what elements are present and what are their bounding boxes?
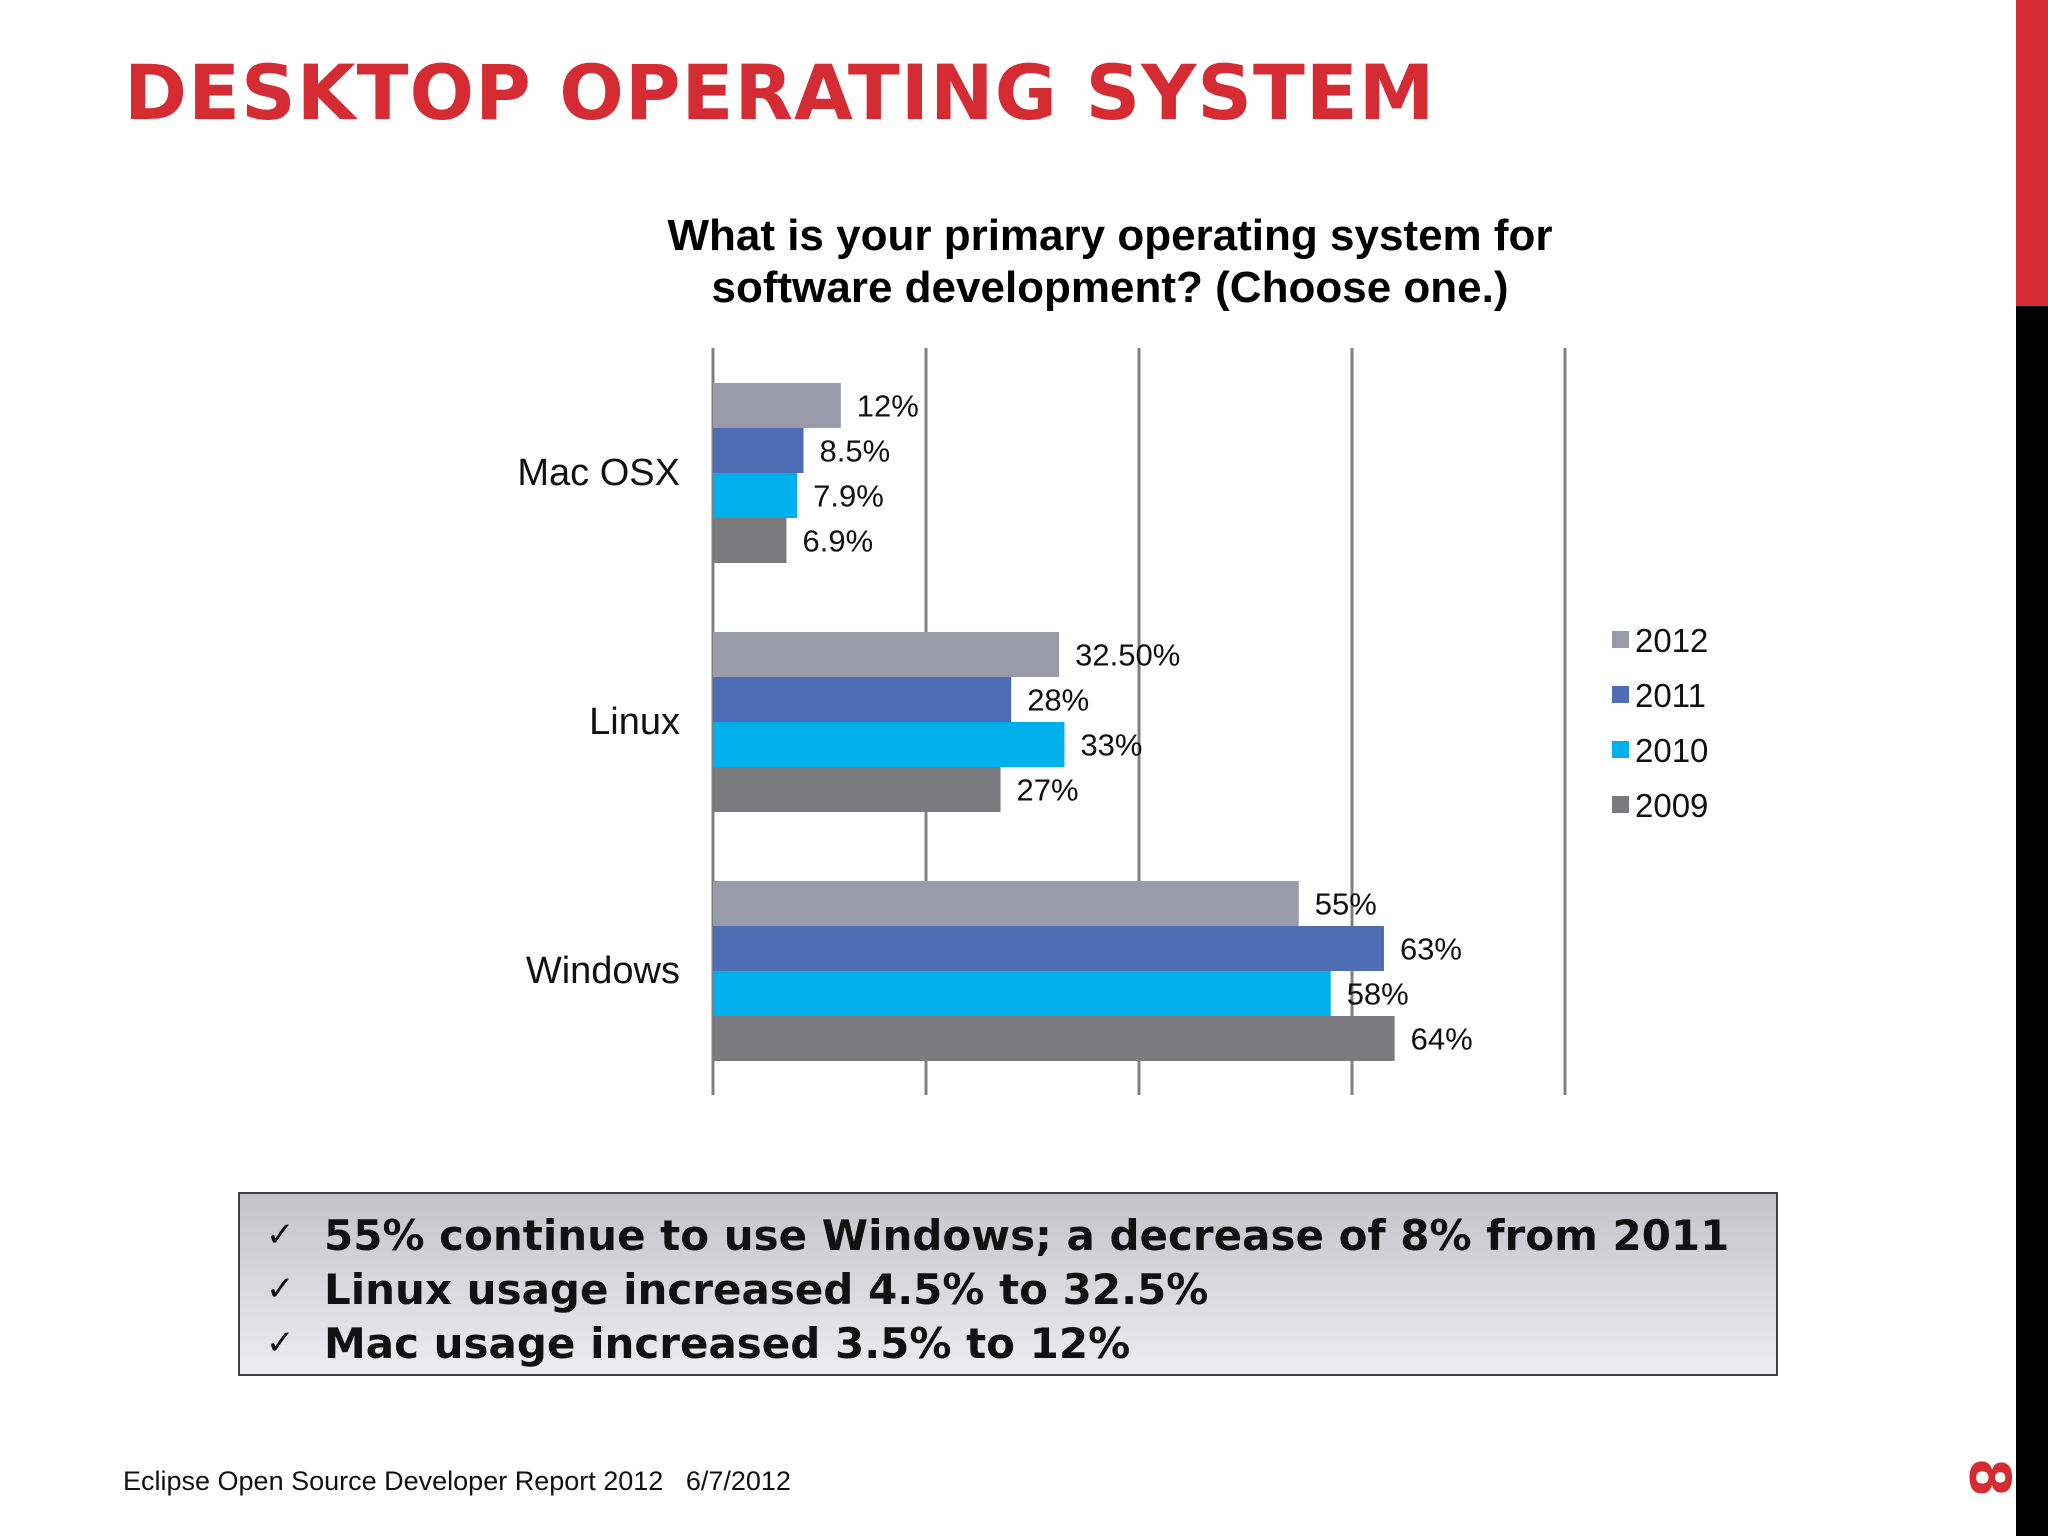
bar <box>713 383 841 428</box>
check-icon: ✓ <box>266 1215 295 1255</box>
bar <box>713 473 798 518</box>
bar <box>713 1016 1395 1061</box>
check-icon: ✓ <box>266 1269 295 1309</box>
bar <box>713 926 1384 971</box>
data-label: 12% <box>857 389 919 424</box>
slide-title: DESKTOP OPERATING SYSTEM <box>124 48 1436 137</box>
legend-swatch <box>1612 686 1629 703</box>
data-label: 32.50% <box>1075 638 1180 673</box>
legend-swatch <box>1612 741 1629 758</box>
data-label: 8.5% <box>820 434 891 469</box>
bar <box>713 722 1065 767</box>
summary-text-2: Linux usage increased 4.5% to 32.5% <box>324 1264 1209 1314</box>
legend-label: 2012 <box>1635 622 1708 659</box>
bar <box>713 518 787 563</box>
data-label: 58% <box>1347 977 1409 1012</box>
category-label: Windows <box>526 950 680 992</box>
bar <box>713 881 1299 926</box>
data-label: 55% <box>1315 887 1377 922</box>
accent-bar-red <box>2016 0 2048 306</box>
chart-title-line-1: What is your primary operating system fo… <box>667 211 1553 260</box>
summary-box: ✓ 55% continue to use Windows; a decreas… <box>238 1192 1778 1376</box>
bar <box>713 767 1001 812</box>
category-label: Linux <box>589 701 680 743</box>
summary-text-3: Mac usage increased 3.5% to 12% <box>324 1318 1131 1368</box>
data-label: 63% <box>1400 932 1462 967</box>
legend-swatch <box>1612 796 1629 813</box>
footer-text: Eclipse Open Source Developer Report 201… <box>123 1466 791 1496</box>
chart-title-line-2: software development? (Choose one.) <box>711 263 1509 312</box>
data-label: 6.9% <box>802 524 873 559</box>
accent-bar-black <box>2016 306 2048 1536</box>
data-label: 64% <box>1411 1022 1473 1057</box>
check-icon: ✓ <box>266 1323 295 1363</box>
data-label: 27% <box>1017 773 1079 808</box>
legend-label: 2010 <box>1635 732 1708 769</box>
data-label: 33% <box>1080 728 1142 763</box>
legend-label: 2009 <box>1635 787 1708 824</box>
bar <box>713 632 1060 677</box>
bar <box>713 428 804 473</box>
legend-swatch <box>1612 631 1629 648</box>
summary-line-1: ✓ 55% continue to use Windows; a decreas… <box>266 1208 1750 1262</box>
legend-label: 2011 <box>1635 677 1706 714</box>
summary-text-1: 55% continue to use Windows; a decrease … <box>324 1210 1730 1260</box>
bar <box>713 677 1012 722</box>
summary-line-2: ✓ Linux usage increased 4.5% to 32.5% <box>266 1262 1750 1316</box>
bar <box>713 971 1331 1016</box>
summary-line-3: ✓ Mac usage increased 3.5% to 12% <box>266 1316 1750 1370</box>
data-label: 7.9% <box>813 479 884 514</box>
data-label: 28% <box>1027 683 1089 718</box>
category-label: Mac OSX <box>517 452 680 494</box>
chart-title: What is your primary operating system fo… <box>560 210 1660 314</box>
